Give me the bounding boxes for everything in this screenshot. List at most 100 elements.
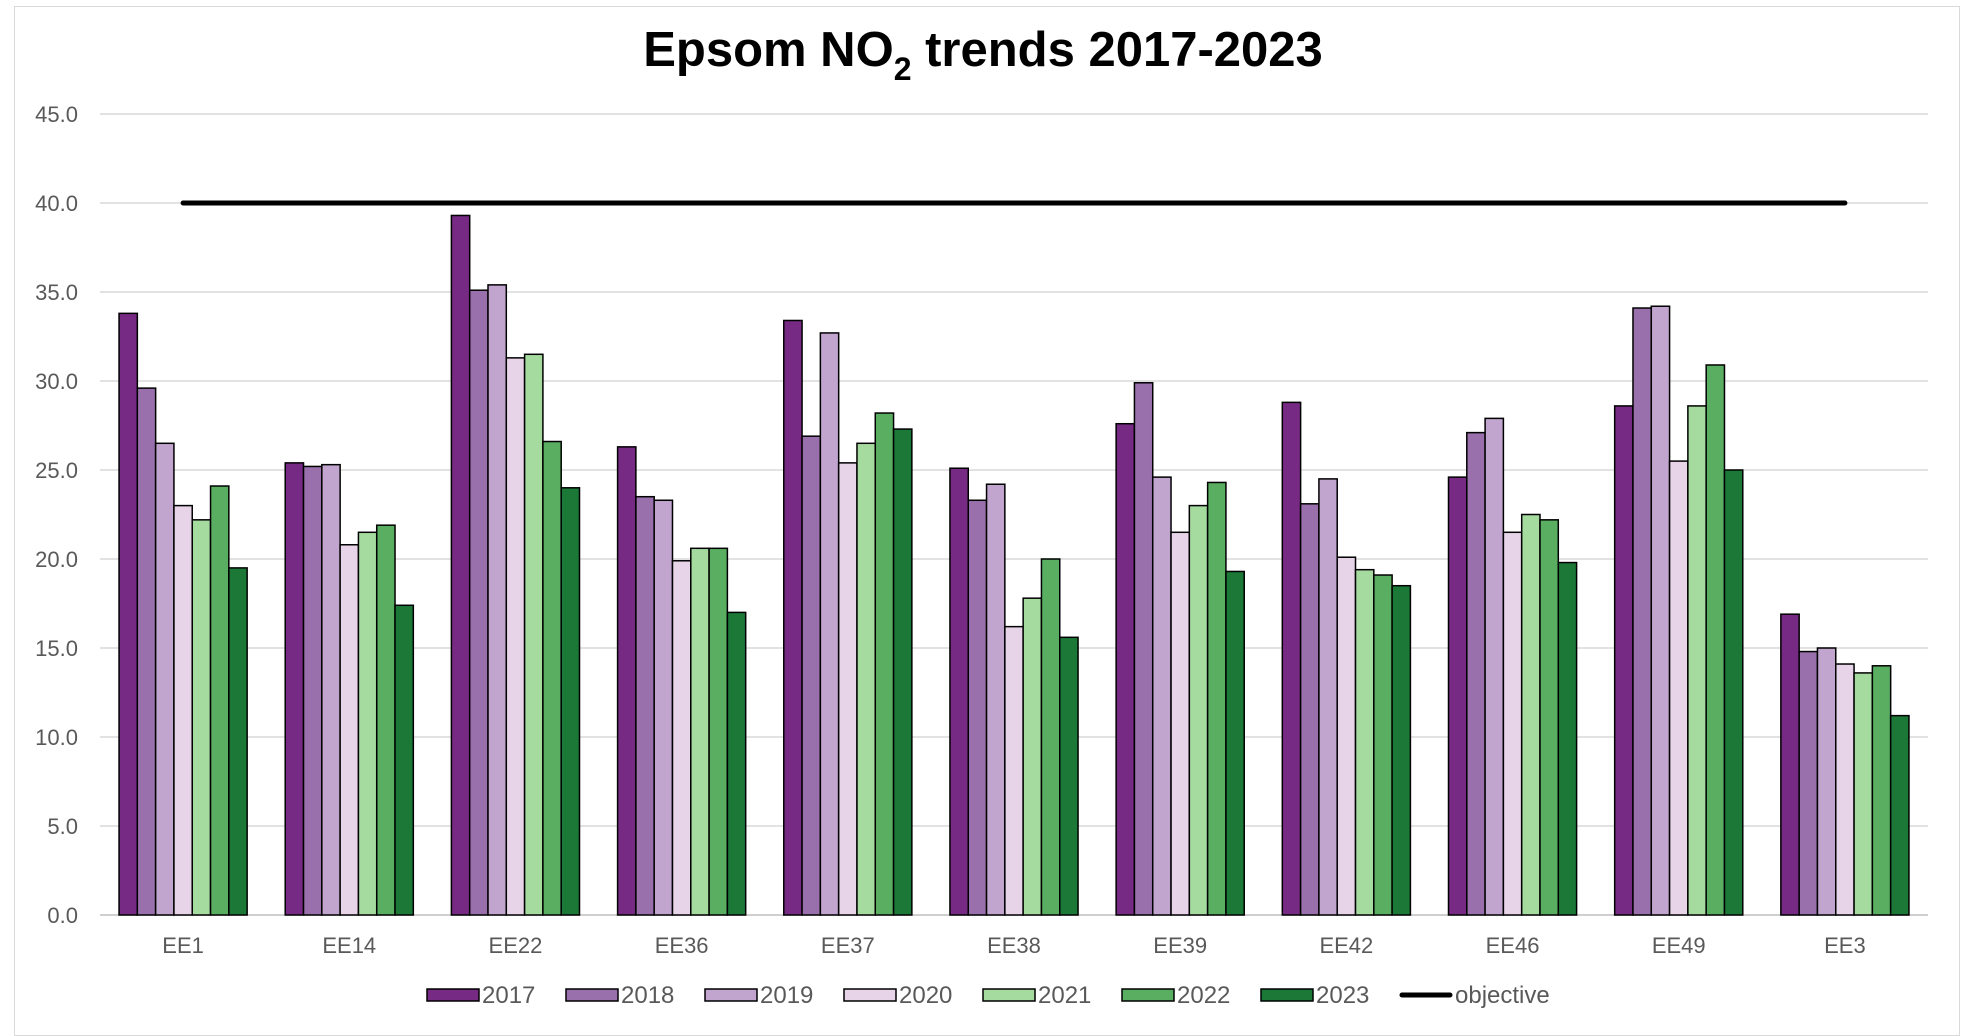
x-tick-label: EE3 <box>1824 933 1866 958</box>
y-tick-label: 20.0 <box>35 547 78 572</box>
bar <box>357 531 378 916</box>
legend-label: 2017 <box>482 982 535 1009</box>
bar <box>635 495 655 916</box>
bar <box>375 524 396 916</box>
bar <box>191 519 212 916</box>
legend-swatch <box>426 988 480 1002</box>
bar <box>1151 476 1172 916</box>
bar <box>1557 561 1578 916</box>
bar <box>1059 636 1079 916</box>
bar <box>505 357 526 916</box>
y-axis-ticks: 0.0 5.0 10.0 15.0 20.0 25.0 30.0 35.0 40.0 45.0 <box>35 102 78 928</box>
x-tick-label: EE37 <box>821 933 875 958</box>
bar <box>450 214 471 916</box>
bar <box>302 465 323 916</box>
x-tick-label: EE49 <box>1652 933 1706 958</box>
x-tick-label: EE39 <box>1153 933 1207 958</box>
bar <box>1632 307 1653 916</box>
bar <box>1004 625 1024 916</box>
y-tick-label: 45.0 <box>35 102 78 127</box>
bar <box>616 446 637 916</box>
legend-label: 2021 <box>1038 982 1091 1009</box>
y-tick-label: 0.0 <box>47 903 78 928</box>
bar <box>1502 531 1523 916</box>
bar <box>1889 714 1910 916</box>
bar <box>1040 558 1061 916</box>
bar <box>1188 504 1209 916</box>
chart-title-main: Epsom NO <box>643 23 894 77</box>
bar <box>1299 503 1320 916</box>
bar <box>1835 663 1855 916</box>
chart-title: Epsom NO2 trends 2017-2023 <box>0 22 1966 87</box>
legend-label: 2022 <box>1177 982 1230 1009</box>
bar <box>1336 556 1357 916</box>
bar <box>892 428 913 916</box>
y-tick-label: 35.0 <box>35 280 78 305</box>
bar <box>708 547 729 916</box>
bar <box>985 483 1006 916</box>
y-tick-label: 25.0 <box>35 458 78 483</box>
legend-swatch <box>982 988 1036 1002</box>
x-tick-label: EE38 <box>987 933 1041 958</box>
x-tick-label: EE22 <box>489 933 543 958</box>
bar <box>154 442 175 916</box>
legend-label: objective <box>1455 982 1550 1009</box>
bar <box>856 442 877 916</box>
bar <box>819 332 840 916</box>
bar <box>690 547 710 916</box>
bar <box>1520 513 1541 916</box>
bar <box>1539 519 1560 916</box>
y-tick-label: 30.0 <box>35 369 78 394</box>
x-tick-label: EE36 <box>655 933 709 958</box>
bar <box>1225 570 1245 916</box>
bar <box>1115 422 1136 916</box>
bar <box>653 499 674 916</box>
legend-swatch <box>1260 988 1314 1002</box>
legend-swatch <box>704 988 758 1002</box>
bar <box>228 567 248 916</box>
bar <box>394 604 415 916</box>
x-tick-label: EE46 <box>1486 933 1540 958</box>
bar <box>321 463 341 916</box>
bar <box>726 611 747 916</box>
legend-label: 2018 <box>621 982 674 1009</box>
y-tick-label: 40.0 <box>35 191 78 216</box>
bars <box>118 214 1910 916</box>
legend: 2017 2018 2019 2020 2021 2022 2023 objective <box>426 982 1550 1009</box>
bar <box>1206 481 1227 916</box>
bar <box>783 319 803 916</box>
bar <box>209 485 230 916</box>
bar <box>523 353 544 916</box>
legend-swatch <box>565 988 619 1002</box>
bar <box>1170 531 1191 916</box>
legend-label: 2020 <box>899 982 952 1009</box>
bar <box>339 544 360 916</box>
bar <box>1133 382 1154 916</box>
chart-title-subscript: 2 <box>893 51 912 87</box>
x-tick-label: EE1 <box>162 933 204 958</box>
x-tick-label: EE14 <box>322 933 376 958</box>
bar <box>1780 613 1800 916</box>
bar <box>1687 405 1707 916</box>
bar <box>173 504 193 916</box>
bar <box>1871 665 1892 916</box>
legend-swatch <box>843 988 897 1002</box>
bar <box>487 284 508 916</box>
bar <box>1354 568 1375 916</box>
chart-title-rest: trends 2017-2023 <box>911 23 1323 77</box>
bar <box>1281 401 1302 916</box>
bar <box>874 412 895 916</box>
bar <box>1318 478 1338 916</box>
legend-label: 2019 <box>760 982 813 1009</box>
x-axis-ticks: EE1 EE14 EE22 EE36 EE37 EE38 EE39 EE42 EE46 EE49 E… <box>162 933 1865 958</box>
bar <box>1668 460 1689 916</box>
bar <box>1484 417 1505 916</box>
bar <box>1798 650 1819 916</box>
bar <box>1705 364 1726 916</box>
legend-label: 2023 <box>1316 982 1369 1009</box>
bar <box>967 499 988 916</box>
bar <box>1613 405 1634 916</box>
bar <box>1816 647 1837 916</box>
bar <box>118 312 139 916</box>
